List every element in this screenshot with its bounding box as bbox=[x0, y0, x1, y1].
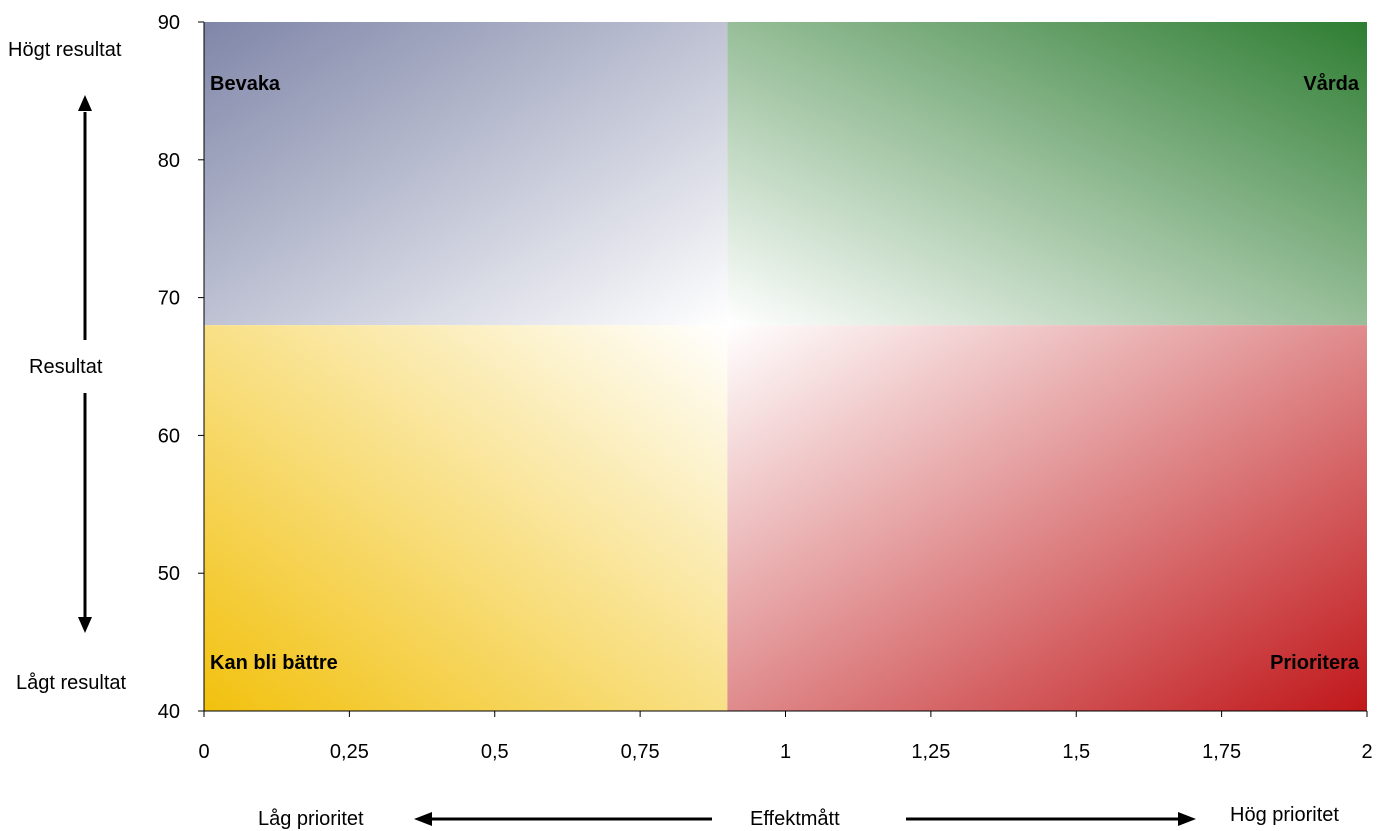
quadrant-label-bottom-right: Prioritera bbox=[1270, 652, 1360, 674]
x-tick-label: 0,75 bbox=[621, 741, 660, 763]
y-tick-label: 70 bbox=[158, 288, 180, 310]
x-low-label: Låg prioritet bbox=[258, 808, 364, 830]
axes bbox=[198, 21, 1368, 717]
x-tick-label: 1,75 bbox=[1202, 741, 1241, 763]
y-low-label: Lågt resultat bbox=[16, 672, 127, 694]
y-axis-title: Resultat bbox=[29, 356, 103, 378]
arrow-head-right bbox=[1178, 812, 1196, 826]
quadrant-label-top-right: Vårda bbox=[1303, 72, 1359, 95]
quadrant-label-top-left: Bevaka bbox=[210, 73, 281, 95]
x-axis-title: Effektmått bbox=[750, 808, 840, 830]
y-tick-label: 60 bbox=[158, 425, 180, 447]
x-tick-label: 1,5 bbox=[1062, 741, 1090, 763]
x-tick-label: 0 bbox=[198, 741, 209, 763]
y-tick-label: 50 bbox=[158, 563, 180, 585]
quadrant-bottom-left bbox=[204, 325, 728, 711]
direction-arrows bbox=[78, 95, 1196, 826]
quadrant-bottom-right bbox=[727, 325, 1367, 711]
quadrant-backgrounds bbox=[204, 22, 1367, 711]
tick-labels: 40 50 60 70 80 90 0 0,25 0,5 0,75 1 1,25 1,5 1,75 2 bbox=[158, 12, 1373, 763]
arrow-head-down bbox=[78, 617, 92, 633]
quadrant-label-bottom-left: Kan bli bättre bbox=[210, 652, 338, 674]
x-high-label: Hög prioritet bbox=[1230, 804, 1339, 826]
y-tick-label: 40 bbox=[158, 701, 180, 723]
quadrant-top-right bbox=[727, 22, 1367, 326]
arrow-head-up bbox=[78, 95, 92, 111]
quadrant-labels: Bevaka Vårda Kan bli bättre Prioritera bbox=[210, 72, 1360, 674]
x-tick-label: 0,25 bbox=[330, 741, 369, 763]
y-high-label: Högt resultat bbox=[8, 39, 122, 61]
quadrant-top-left bbox=[204, 22, 728, 326]
x-tick-label: 0,5 bbox=[481, 741, 509, 763]
x-tick-label: 1 bbox=[780, 741, 791, 763]
x-tick-label: 2 bbox=[1361, 741, 1372, 763]
x-tick-label: 1,25 bbox=[911, 741, 950, 763]
y-tick-label: 80 bbox=[158, 150, 180, 172]
y-tick-label: 90 bbox=[158, 12, 180, 34]
arrow-head-left bbox=[414, 812, 432, 826]
